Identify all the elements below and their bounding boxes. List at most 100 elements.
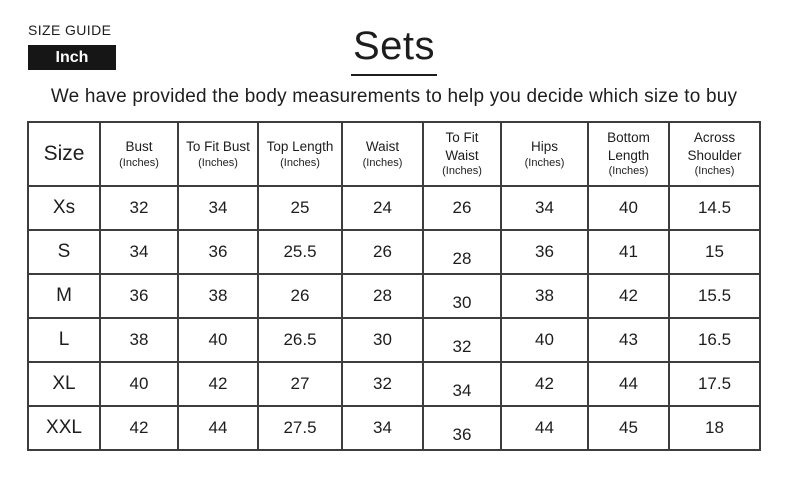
measurement-cell: 24 (341, 185, 424, 231)
column-label: Hips (530, 139, 558, 155)
column-sublabel: (Inches) (119, 156, 159, 169)
measurement-cell: 42 (587, 273, 670, 319)
measurement-value: 26.5 (283, 330, 317, 349)
measurement-cell: 25.5 (257, 229, 343, 275)
measurement-cell: 42 (177, 361, 259, 407)
measurement-cell: 32 (341, 361, 424, 407)
measurement-value: 30 (452, 293, 472, 312)
column-header-size: Size (27, 121, 101, 187)
size-guide-block: SIZE GUIDE Inch (28, 22, 116, 70)
size-cell: XXL (27, 405, 101, 451)
measurement-cell: 32 (422, 317, 502, 363)
title-block: Sets (0, 0, 788, 76)
measurement-cell: 34 (500, 185, 589, 231)
measurement-value: 34 (535, 198, 554, 217)
measurement-value: 34 (373, 418, 392, 437)
measurement-cell: 38 (177, 273, 259, 319)
column-label: Top Length (266, 139, 334, 155)
measurement-value: 26 (452, 198, 472, 217)
measurement-value: 45 (619, 418, 638, 437)
measurement-value: 36 (452, 425, 472, 444)
measurement-cell: 42 (99, 405, 179, 451)
column-header: To Fit Bust (Inches) (177, 121, 259, 187)
table-row: Xs 32 34 25 24 26 34 40 14.5 (27, 185, 761, 231)
measurement-cell: 42 (500, 361, 589, 407)
measurement-cell: 18 (668, 405, 761, 451)
measurement-value: 16.5 (697, 330, 732, 349)
size-cell: XL (27, 361, 101, 407)
size-table-body: Xs 32 34 25 24 26 34 40 14.5 S 34 36 25.5 26 28 36 41 15 M… (27, 185, 761, 451)
measurement-value: 36 (129, 286, 149, 305)
measurement-cell: 40 (177, 317, 259, 363)
measurement-value: 40 (208, 330, 228, 349)
column-label: To Fit Waist (445, 130, 479, 163)
measurement-cell: 43 (587, 317, 670, 363)
measurement-cell: 38 (500, 273, 589, 319)
measurement-cell: 15.5 (668, 273, 761, 319)
measurement-cell: 27.5 (257, 405, 343, 451)
unit-toggle-inch[interactable]: Inch (28, 45, 116, 70)
measurement-cell: 34 (341, 405, 424, 451)
measurement-cell: 34 (99, 229, 179, 275)
column-label: Waist (365, 139, 400, 155)
column-sublabel: (Inches) (442, 165, 482, 178)
column-header: Top Length (Inches) (257, 121, 343, 187)
measurement-cell: 36 (99, 273, 179, 319)
measurement-cell: 40 (99, 361, 179, 407)
measurement-cell: 44 (587, 361, 670, 407)
page-title: Sets (352, 24, 436, 68)
measurement-cell: 34 (177, 185, 259, 231)
measurement-value: 25 (290, 198, 310, 217)
measurement-cell: 40 (587, 185, 670, 231)
column-label: Across Shoulder (687, 130, 742, 163)
measurement-value: 32 (452, 337, 472, 356)
measurement-value: 34 (208, 198, 228, 217)
measurement-cell: 36 (500, 229, 589, 275)
measurement-cell: 44 (500, 405, 589, 451)
measurement-value: 36 (535, 242, 554, 261)
measurement-cell: 34 (422, 361, 502, 407)
measurement-value: 28 (452, 249, 472, 268)
column-header: Bottom Length (Inches) (587, 121, 670, 187)
table-row: S 34 36 25.5 26 28 36 41 15 (27, 229, 761, 275)
measurement-value: 42 (129, 418, 149, 437)
size-cell: M (27, 273, 101, 319)
size-guide-label: SIZE GUIDE (28, 22, 112, 38)
column-sublabel: (Inches) (362, 156, 403, 169)
measurement-cell: 41 (587, 229, 670, 275)
measurement-value: 36 (208, 242, 228, 261)
column-label: Bottom Length (607, 130, 650, 163)
measurement-cell: 45 (587, 405, 670, 451)
table-row: XXL 42 44 27.5 34 36 44 45 18 (27, 405, 761, 451)
measurement-value: 25.5 (283, 242, 317, 261)
measurement-value: 44 (619, 374, 638, 393)
measurement-value: 15 (705, 242, 724, 261)
measurement-value: 38 (208, 286, 228, 305)
measurement-value: 34 (129, 242, 149, 261)
measurement-cell: 36 (422, 405, 502, 451)
measurement-value: 18 (705, 418, 724, 437)
column-header: Hips (Inches) (500, 121, 589, 187)
measurement-cell: 15 (668, 229, 761, 275)
column-label: Bust (125, 139, 153, 155)
measurement-value: 40 (619, 198, 638, 217)
measurement-value: 15.5 (697, 286, 732, 305)
measurement-value: 27.5 (283, 418, 317, 437)
column-header: Bust (Inches) (99, 121, 179, 187)
measurement-cell: 25 (257, 185, 343, 231)
measurement-value: 42 (208, 374, 228, 393)
measurement-cell: 26 (422, 185, 502, 231)
measurement-cell: 32 (99, 185, 179, 231)
measurement-value: 26 (290, 286, 310, 305)
measurement-value: 32 (129, 198, 149, 217)
measurement-value: 40 (129, 374, 149, 393)
measurement-cell: 16.5 (668, 317, 761, 363)
measurement-value: 14.5 (697, 198, 732, 217)
page-subtitle: We have provided the body measurements t… (50, 86, 738, 107)
column-sublabel: (Inches) (524, 156, 565, 169)
measurement-cell: 28 (341, 273, 424, 319)
measurement-value: 40 (535, 330, 554, 349)
measurement-cell: 14.5 (668, 185, 761, 231)
title-underline (351, 74, 437, 76)
